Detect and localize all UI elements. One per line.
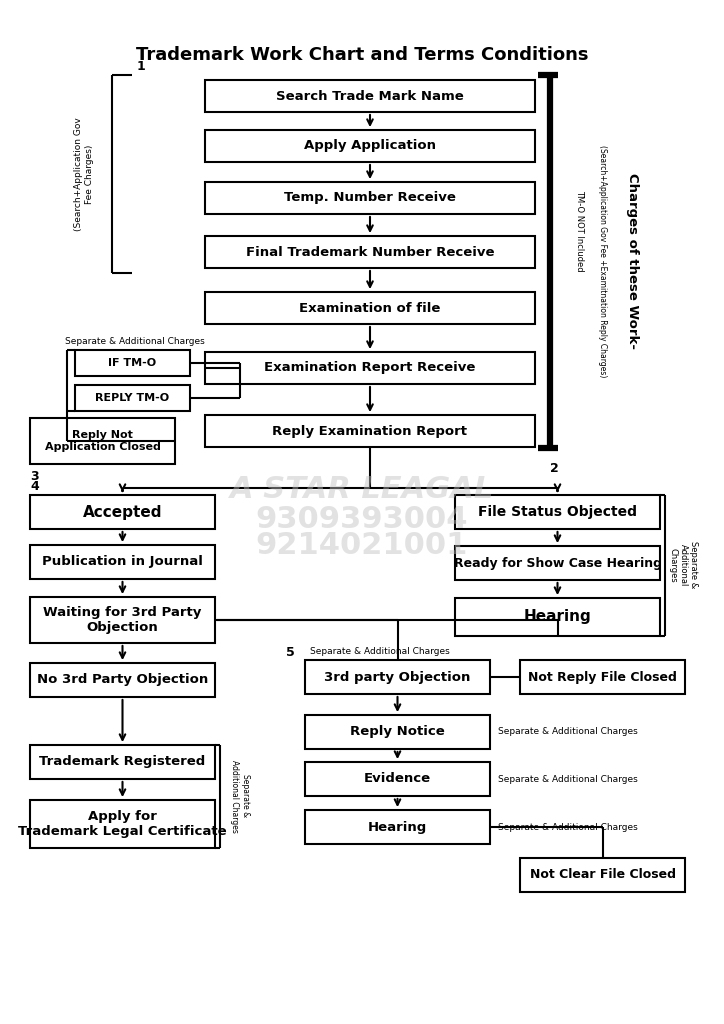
Text: Not Reply File Closed: Not Reply File Closed (528, 671, 677, 683)
Text: Accepted: Accepted (83, 505, 162, 519)
Text: 3rd party Objection: 3rd party Objection (324, 671, 471, 683)
Bar (205, 236, 535, 268)
Bar (75, 385, 190, 411)
Text: 4: 4 (30, 479, 39, 493)
Text: 2: 2 (550, 462, 558, 474)
Text: Separate & Additional Charges: Separate & Additional Charges (310, 647, 450, 656)
Text: REPLY TM-O: REPLY TM-O (96, 393, 169, 403)
Text: IF TM-O: IF TM-O (109, 358, 156, 368)
Bar (30, 800, 215, 848)
Bar (30, 545, 215, 579)
Text: TM-O NOT Included: TM-O NOT Included (576, 190, 584, 271)
Text: (Search+Application Gov Fee +Examitnation Reply Charges): (Search+Application Gov Fee +Examitnatio… (597, 144, 607, 377)
Bar (455, 546, 660, 580)
Text: Hearing: Hearing (368, 820, 427, 834)
Text: Separate & Additional Charges: Separate & Additional Charges (498, 727, 638, 736)
Text: 3: 3 (30, 469, 38, 482)
Text: Separate &
Additional
Charges: Separate & Additional Charges (668, 542, 698, 589)
Text: Hearing: Hearing (523, 609, 592, 625)
Text: 9309393004: 9309393004 (256, 506, 468, 535)
Text: Ready for Show Case Hearing: Ready for Show Case Hearing (453, 556, 662, 569)
Bar (455, 495, 660, 529)
Bar (30, 745, 215, 779)
Bar (205, 182, 535, 214)
Text: Separate & Additional Charges: Separate & Additional Charges (498, 822, 638, 831)
Text: Reply Notice: Reply Notice (350, 725, 445, 738)
Text: Evidence: Evidence (364, 772, 431, 785)
Text: 9214021001: 9214021001 (256, 530, 468, 559)
Text: Reply Examination Report: Reply Examination Report (272, 425, 468, 437)
Bar (305, 810, 490, 844)
Bar (305, 762, 490, 796)
Text: Separate & Additional Charges: Separate & Additional Charges (498, 774, 638, 783)
Text: 5: 5 (286, 645, 295, 658)
Text: File Status Objected: File Status Objected (478, 505, 637, 519)
Bar (30, 663, 215, 697)
Text: Apply Application: Apply Application (304, 139, 436, 153)
Text: Publication in Journal: Publication in Journal (42, 555, 203, 568)
Text: Reply Not
Application Closed: Reply Not Application Closed (45, 430, 161, 452)
Text: Trademark Work Chart and Terms Conditions: Trademark Work Chart and Terms Condition… (136, 46, 588, 63)
Text: Search Trade Mark Name: Search Trade Mark Name (276, 89, 464, 102)
Text: Separate & Additional Charges: Separate & Additional Charges (65, 338, 205, 346)
Text: Final Trademark Number Receive: Final Trademark Number Receive (245, 246, 494, 258)
Bar (205, 415, 535, 447)
Text: (Search+Application Gov
Fee Charges): (Search+Application Gov Fee Charges) (75, 117, 93, 230)
Bar (30, 418, 175, 464)
Bar (205, 292, 535, 324)
Text: Charges of these Work-: Charges of these Work- (626, 173, 639, 349)
Bar (520, 858, 685, 892)
Text: Waiting for 3rd Party
Objection: Waiting for 3rd Party Objection (43, 606, 202, 634)
Text: Examination Report Receive: Examination Report Receive (264, 361, 476, 375)
Bar (75, 350, 190, 376)
Text: Not Clear File Closed: Not Clear File Closed (529, 868, 675, 882)
Bar (205, 130, 535, 162)
Bar (205, 352, 535, 384)
Bar (305, 715, 490, 749)
Bar (305, 660, 490, 694)
Text: Examination of file: Examination of file (299, 301, 441, 314)
Text: Apply for
Trademark Legal Certificate: Apply for Trademark Legal Certificate (18, 810, 227, 838)
Bar (455, 598, 660, 636)
Bar (520, 660, 685, 694)
Bar (205, 80, 535, 112)
Bar (30, 597, 215, 643)
Text: Temp. Number Receive: Temp. Number Receive (284, 191, 456, 205)
Text: No 3rd Party Objection: No 3rd Party Objection (37, 674, 208, 686)
Text: 1: 1 (137, 60, 146, 74)
Text: A STAR LEAGAL: A STAR LEAGAL (230, 475, 494, 505)
Text: Separate &
Additional Charges: Separate & Additional Charges (230, 760, 250, 833)
Text: Trademark Registered: Trademark Registered (39, 756, 206, 768)
Bar (30, 495, 215, 529)
